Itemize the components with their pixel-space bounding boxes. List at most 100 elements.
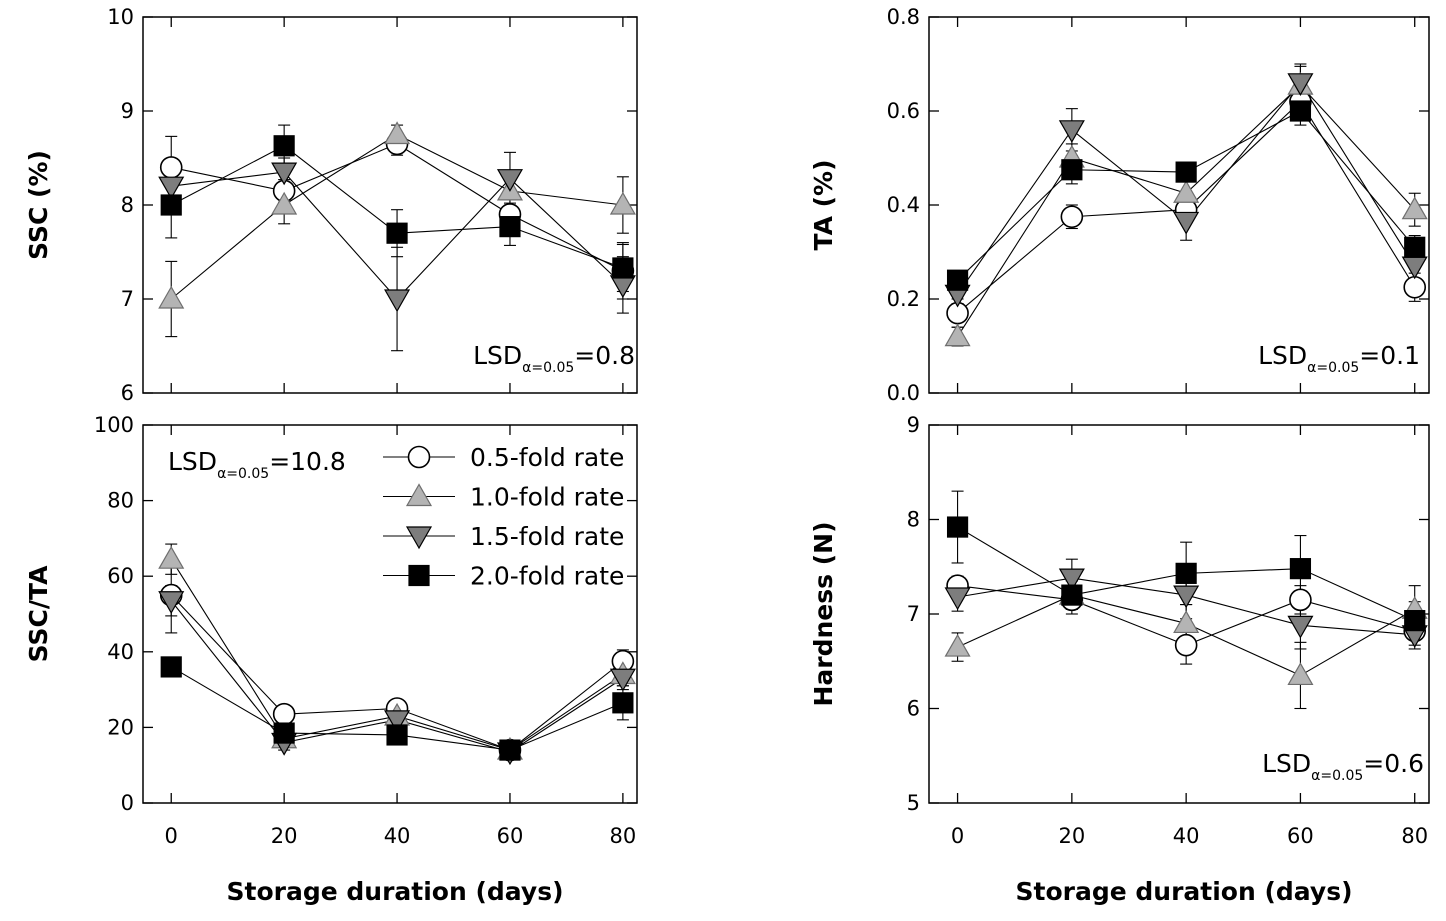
data-point-c20 [1061,159,1083,181]
data-point-c20 [946,516,969,538]
y-tick-label: 80 [107,489,134,513]
lsd-value: =0.8 [574,341,635,370]
data-point-c10 [158,545,185,569]
y-tick-label: 0 [121,791,134,815]
legend-item-c20: 2.0-fold rate [383,562,624,591]
data-point-c20 [499,739,521,761]
panel-hardness: 5 6 7 8 9 0 20 40 60 80 Hardness (N) Storage dura… [809,413,1430,906]
legend-label: 1.5-fold rate [470,522,624,551]
y-tick-label: 0.4 [887,193,920,217]
data-point-c10 [1401,196,1428,220]
lsd-prefix: LSD [1262,749,1311,778]
data-point-c10 [609,191,636,215]
x-axis-title: Storage duration (days) [1016,877,1353,906]
legend-marker-c20 [408,564,430,587]
x-tick-label: 60 [1287,824,1314,848]
data-point-c20 [946,269,969,291]
lsd-annotation: LSDα=0.05=0.6 [1262,749,1424,784]
data-point-c05 [1060,205,1084,229]
data-point-c20 [612,257,634,279]
data-point-c15 [1173,211,1200,235]
data-point-c20 [1404,610,1426,632]
data-point-c15 [158,176,185,200]
data-point-c20 [499,216,521,238]
plot-frame [142,424,638,804]
y-tick-label: 0.2 [887,287,920,311]
data-point-c10 [1173,180,1200,203]
y-tick-label: 60 [107,564,134,588]
data-point-c15 [384,710,411,734]
x-tick-label: 20 [1058,824,1085,848]
legend-item-c05: 0.5-fold rate [383,443,624,472]
y-tick-label: 5 [907,791,920,815]
data-point-c20 [1061,584,1083,606]
legend-marker-c05 [407,445,431,469]
data-point-c20 [612,692,634,714]
data-point-c10 [1287,662,1314,686]
y-axis-title: TA (%) [809,159,838,250]
data-point-c05 [272,702,296,726]
x-tick-label: 60 [497,824,524,848]
y-tick-label: 9 [907,413,920,437]
lsd-prefix: LSD [473,341,522,370]
plot-frame [142,16,638,394]
y-tick-label: 40 [107,640,134,664]
data-point-c20 [386,724,408,746]
data-point-c15 [609,668,636,692]
y-tick-label: 20 [107,715,134,739]
data-point-c20 [160,194,182,216]
legend-label: 1.0-fold rate [470,483,624,512]
y-tick-label: 0.0 [887,381,920,405]
x-tick-label: 40 [1173,824,1200,848]
data-point-c20 [1289,558,1312,580]
y-tick-label: 8 [907,508,920,532]
data-point-c15 [384,289,411,313]
data-point-c10 [944,323,971,347]
lsd-value: =0.6 [1363,749,1424,778]
data-point-c20 [273,722,295,744]
y-tick-label: 6 [907,697,920,721]
legend-label: 2.0-fold rate [470,562,624,591]
legend-label: 0.5-fold rate [470,443,624,472]
panel-ta: 0.0 0.2 0.4 0.6 0.8 TA (%) LSDα=0.05=0.1 [809,5,1430,405]
x-tick-label: 40 [384,824,411,848]
lsd-annotation: LSDα=0.05=0.1 [1258,341,1420,376]
lsd-prefix: LSD [1258,341,1307,370]
y-axis-title: Hardness (N) [809,521,838,706]
data-point-c15 [1173,585,1200,609]
data-point-c10 [158,285,185,309]
legend-marker-c15 [405,526,433,550]
y-tick-label: 10 [107,5,134,29]
lsd-subscript: α=0.05 [1307,360,1359,376]
legend-item-c10: 1.0-fold rate [383,483,624,512]
y-axis-title: SSC/TA [24,565,53,662]
y-tick-label: 9 [121,99,134,123]
data-point-c15 [1401,256,1428,280]
data-point-c05 [159,156,183,179]
legend: 0.5-fold rate 1.0-fold rate 1.5-fold rate 2… [383,443,624,591]
legend-marker-c10 [405,483,433,507]
data-point-c15 [609,275,636,299]
data-point-c10 [944,633,971,657]
lsd-prefix: LSD [168,447,217,476]
lsd-value: =0.1 [1359,341,1420,370]
y-tick-label: 6 [121,381,134,405]
data-point-c20 [1404,236,1426,258]
x-tick-label: 80 [610,824,637,848]
data-point-c05 [1289,588,1312,612]
panel-ssc-ta: 0 20 40 60 80 100 0 20 40 60 80 SSC/TA Storage dur… [24,413,638,906]
x-tick-label: 0 [951,824,964,848]
y-tick-label: 0.6 [887,99,920,123]
x-tick-label: 0 [165,824,178,848]
x-tick-label: 20 [271,824,298,848]
data-point-c20 [1175,161,1197,183]
data-point-c05 [1403,275,1427,299]
y-tick-label: 100 [94,413,134,437]
data-point-c15 [158,591,185,614]
data-point-c15 [271,162,298,186]
data-point-c15 [1287,615,1314,639]
lsd-annotation: LSDα=0.05=0.8 [473,341,635,376]
y-tick-label: 8 [121,193,134,217]
data-point-c20 [386,222,408,244]
